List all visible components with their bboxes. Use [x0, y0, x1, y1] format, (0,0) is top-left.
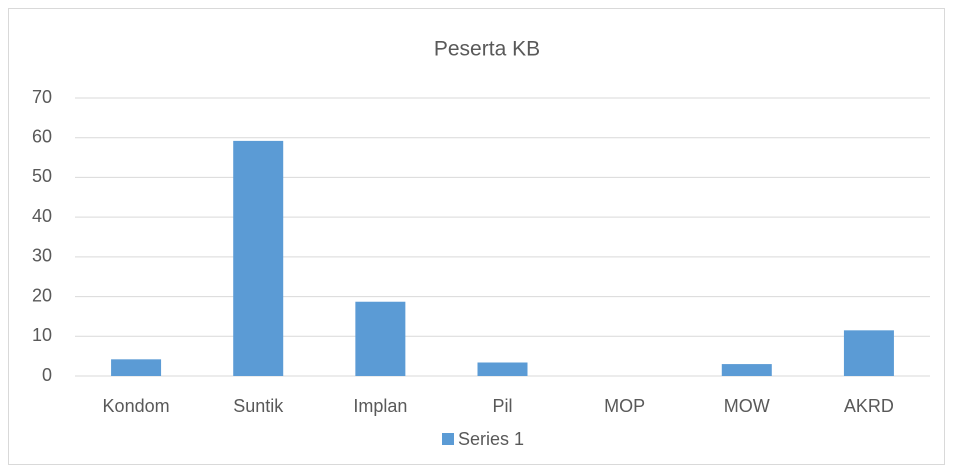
bar [355, 301, 406, 376]
chart-title: Peserta KB [434, 38, 540, 61]
y-tick-label: 30 [32, 246, 52, 266]
y-tick-label: 10 [32, 325, 52, 345]
legend-label: Series 1 [458, 429, 524, 449]
x-tick-label: MOP [604, 396, 645, 416]
bar [111, 359, 162, 376]
bar [233, 140, 284, 376]
bar [721, 364, 772, 376]
x-tick-label: Suntik [233, 396, 284, 416]
bar [477, 362, 528, 376]
y-tick-label: 70 [32, 87, 52, 107]
x-tick-label: AKRD [844, 396, 894, 416]
y-tick-label: 50 [32, 166, 52, 186]
chart-border [8, 8, 945, 465]
x-tick-label: Kondom [103, 396, 170, 416]
y-tick-label: 20 [32, 285, 52, 305]
y-tick-label: 40 [32, 206, 52, 226]
y-tick-label: 60 [32, 126, 52, 146]
x-tick-label: Implan [353, 396, 407, 416]
x-tick-label: Pil [492, 396, 512, 416]
x-tick-label: MOW [724, 396, 770, 416]
y-tick-label: 0 [42, 365, 52, 385]
bar [843, 330, 894, 376]
legend-swatch [442, 433, 454, 445]
